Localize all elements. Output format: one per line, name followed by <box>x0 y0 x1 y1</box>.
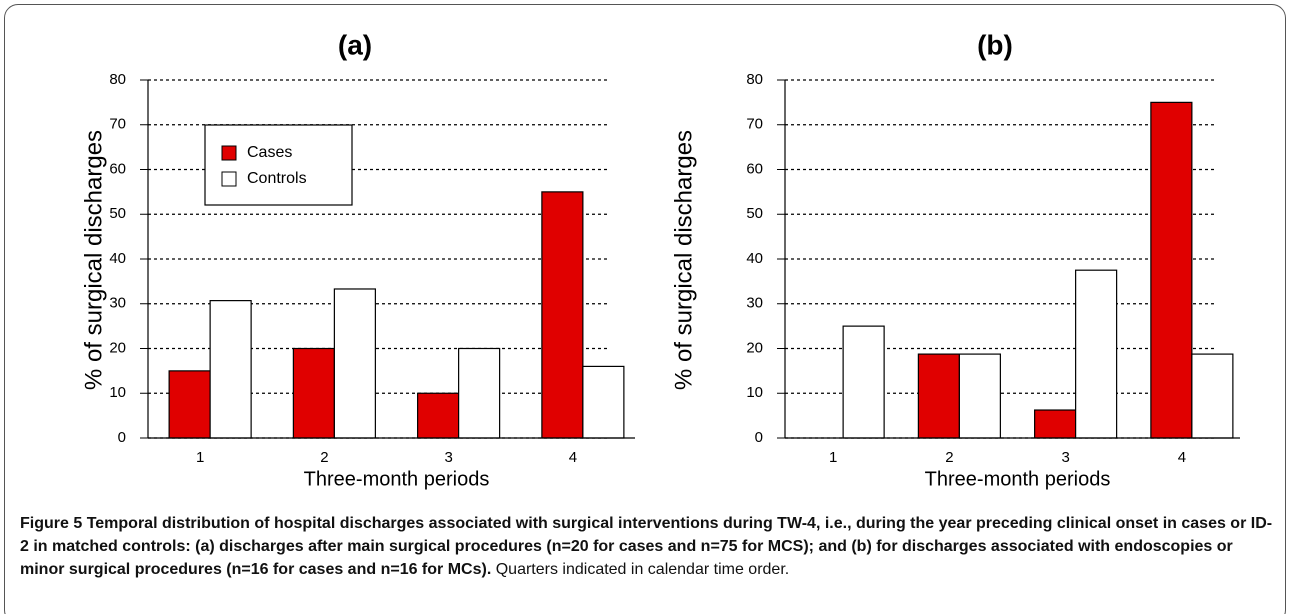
bar <box>541 191 584 439</box>
bar <box>292 347 335 439</box>
y-tick-label: 0 <box>118 429 126 446</box>
x-axis-label: Three-month periods <box>304 468 490 490</box>
caption-note: Quarters indicated in calendar time orde… <box>495 561 790 578</box>
bar <box>168 370 211 439</box>
y-tick-label: 30 <box>746 295 763 312</box>
x-tick-label: 3 <box>1061 449 1069 466</box>
legend-box <box>204 124 353 206</box>
bar <box>209 300 252 439</box>
y-tick-label: 60 <box>109 160 126 177</box>
y-tick-label: 40 <box>746 250 763 267</box>
x-tick-label: 1 <box>196 449 204 466</box>
frame <box>4 4 1286 614</box>
x-tick-label: 1 <box>829 449 837 466</box>
legend-label: Cases <box>247 144 292 161</box>
y-tick-label: 0 <box>755 429 763 446</box>
y-tick-label: 50 <box>746 205 763 222</box>
x-tick-label: 3 <box>444 449 452 466</box>
y-axis-label: % of surgical discharges <box>80 130 107 390</box>
legend-swatch <box>221 171 237 187</box>
bar <box>1150 101 1193 439</box>
y-tick-label: 50 <box>109 205 126 222</box>
legend-label: Controls <box>247 170 307 187</box>
bar <box>458 347 501 439</box>
y-axis-label: % of surgical discharges <box>670 130 697 390</box>
chart-title: (b) <box>977 29 1013 60</box>
x-axis-label: Three-month periods <box>925 468 1111 490</box>
caption-label: Figure 5 <box>20 515 83 532</box>
x-tick-label: 2 <box>320 449 328 466</box>
bar <box>1075 269 1118 439</box>
x-tick-label: 4 <box>569 449 577 466</box>
bar <box>1191 353 1234 439</box>
bar <box>958 353 1001 439</box>
y-tick-label: 80 <box>746 71 763 88</box>
y-tick-label: 40 <box>109 250 126 267</box>
y-tick-label: 30 <box>109 295 126 312</box>
caption-text: Temporal distribution of hospital discha… <box>20 515 1273 578</box>
y-tick-label: 20 <box>109 339 126 356</box>
chart-title: (a) <box>338 29 372 60</box>
y-tick-label: 60 <box>746 160 763 177</box>
bar <box>582 365 625 439</box>
y-tick-label: 10 <box>109 384 126 401</box>
caption: Figure 5 Temporal distribution of hospit… <box>20 512 1275 581</box>
bar <box>333 288 376 439</box>
x-tick-label: 2 <box>945 449 953 466</box>
y-tick-label: 70 <box>746 116 763 133</box>
y-tick-label: 70 <box>109 116 126 133</box>
legend-swatch <box>221 145 237 161</box>
x-tick-label: 4 <box>1178 449 1186 466</box>
bar <box>417 392 460 439</box>
y-tick-label: 20 <box>746 339 763 356</box>
y-tick-label: 10 <box>746 384 763 401</box>
bar <box>917 353 960 439</box>
y-tick-label: 80 <box>109 71 126 88</box>
bar <box>1034 409 1077 439</box>
bar <box>842 325 885 439</box>
